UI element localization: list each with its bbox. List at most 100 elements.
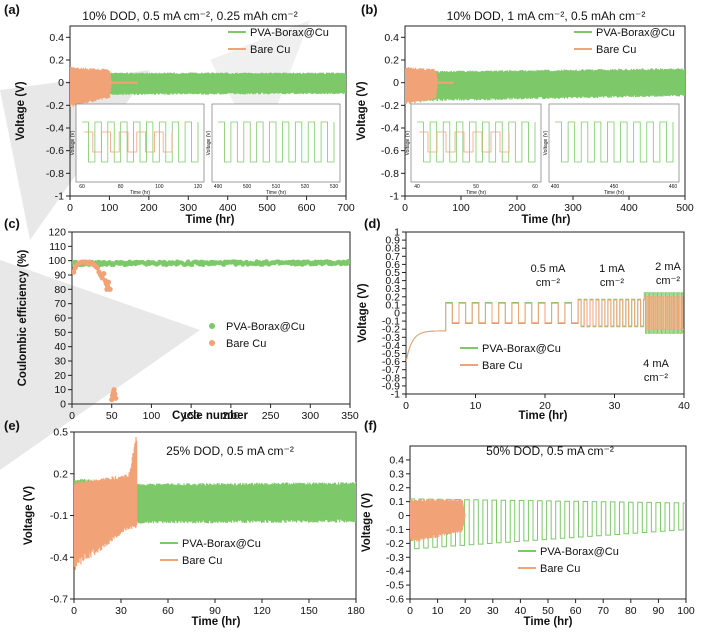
x-tick-label: 300 xyxy=(302,410,320,422)
inset-x-tick: 400 xyxy=(551,184,560,190)
y-tick-label: -0.3 xyxy=(382,332,400,344)
series-bare-cu xyxy=(406,296,684,362)
panel-label-c: (c) xyxy=(4,216,20,231)
y-axis-title: Voltage (V) xyxy=(361,493,373,552)
x-tick-label: 30 xyxy=(609,400,621,412)
y-tick-label: -0.4 xyxy=(386,566,404,578)
series-bare-cu xyxy=(410,498,466,542)
x-tick-label: 80 xyxy=(625,605,637,617)
panel-label-e: (e) xyxy=(4,418,20,433)
x-tick-label: 500 xyxy=(676,202,694,214)
y-tick-label: 60 xyxy=(54,313,66,325)
inset-x-tick: 520 xyxy=(301,184,310,190)
plot-frame-a xyxy=(69,25,347,197)
inset-a-0: 60 80 100 120 Time (hr) Voltage (V) xyxy=(70,103,205,196)
inset-y-title: Voltage (V) xyxy=(206,130,212,155)
y-tick-label: 0 xyxy=(398,510,404,522)
x-tick-label: 200 xyxy=(222,410,240,422)
point-bare-cu xyxy=(72,269,77,275)
y-tick-label: 0.5 xyxy=(53,427,68,439)
x-tick-label: 0 xyxy=(403,400,409,412)
inset-x-title: Time (hr) xyxy=(466,190,486,196)
y-tick-label: 90 xyxy=(54,270,66,282)
x-axis-title: Cycle number xyxy=(172,410,249,422)
point-pva-borax xyxy=(348,259,350,264)
inset-y-title: Voltage (V) xyxy=(70,130,76,155)
data-layer-b xyxy=(405,67,685,105)
point-bare-cu xyxy=(101,271,107,277)
x-tick-label: 400 xyxy=(219,202,237,214)
y-tick-label: -0.7 xyxy=(50,594,68,606)
y-tick-label: -0.7 xyxy=(382,364,400,376)
chart-title-e: 25% DOD, 0.5 mA cm⁻² xyxy=(166,444,294,458)
legend-label: PVA-Borax@Cu xyxy=(482,343,561,355)
y-tick-label: 110 xyxy=(49,241,66,253)
x-tick-label: 60 xyxy=(570,605,582,617)
x-tick-label: 40 xyxy=(678,400,690,412)
inset-a-1: 490 500 510 520 530 Time (hr) Voltage (V) xyxy=(206,103,341,196)
y-tick-label: 0.2 xyxy=(389,482,404,494)
y-tick-label: 0.4 xyxy=(49,32,64,44)
x-tick-label: 120 xyxy=(253,605,271,617)
inset-series-pva xyxy=(82,121,199,163)
chart-a: (a) 10% DOD, 0.5 mA cm⁻², 0.25 mAh cm⁻² 0 1… xyxy=(4,2,355,226)
y-tick-label: 0.1 xyxy=(389,496,404,508)
x-axis-title: Time (hr) xyxy=(524,616,573,628)
x-tick-label: 20 xyxy=(459,605,471,617)
y-tick-label: -0.5 xyxy=(382,348,400,360)
inset-x-tick: 490 xyxy=(214,184,223,190)
chart-d: (d)0 10 20 30 40-1-0.9-0.8-0.7-0.6-0.5-0.4-0… xyxy=(357,216,690,422)
inset-x-tick: 450 xyxy=(610,184,619,190)
legend-d: PVA-Borax@Cu Bare Cu xyxy=(460,343,561,372)
y-tick-label: -0.3 xyxy=(386,552,404,564)
y-tick-label: 50 xyxy=(54,327,66,339)
y-tick-label: -0.5 xyxy=(386,580,404,592)
x-tick-label: 300 xyxy=(180,202,198,214)
y-axis-title: Voltage (V) xyxy=(23,486,35,545)
y-axis-title: Voltage (V) xyxy=(357,283,369,342)
x-tick-label: 0 xyxy=(407,605,413,617)
x-axis-title: Time (hr) xyxy=(522,214,571,226)
x-tick-label: 300 xyxy=(564,202,582,214)
x-tick-label: 30 xyxy=(115,605,127,617)
inset-x-title: Time (hr) xyxy=(130,190,150,196)
x-tick-label: 150 xyxy=(182,410,200,422)
data-layer-a xyxy=(70,67,346,107)
inset-series-pva xyxy=(555,121,674,163)
y-tick-label: 100 xyxy=(48,255,66,267)
x-tick-label: 0 xyxy=(402,202,408,214)
y-tick-label: 0.5 xyxy=(385,267,400,279)
y-tick-label: -0.2 xyxy=(381,100,399,112)
y-tick-label: -0.8 xyxy=(382,372,400,384)
x-tick-label: 250 xyxy=(262,410,280,422)
point-bare-cu xyxy=(113,395,119,401)
annotation-text: cm⁻² xyxy=(536,277,560,289)
y-tick-label: -0.2 xyxy=(46,100,64,112)
inset-series-pva xyxy=(417,121,536,163)
chart-b: (b) 10% DOD, 1 mA cm⁻², 0.5 mAh cm⁻² 0 100 2… xyxy=(356,2,694,226)
data-layer-f xyxy=(410,498,686,550)
y-tick-label: -0.6 xyxy=(381,145,399,157)
x-axis-title: Time (hr) xyxy=(519,410,568,422)
y-tick-label: 0.2 xyxy=(53,468,68,480)
series-pva-borax xyxy=(70,71,346,99)
x-axis-title: Time (hr) xyxy=(192,616,241,628)
x-tick-label: 0 xyxy=(69,410,75,422)
data-layer-e xyxy=(74,437,356,570)
legend-b: PVA-Borax@Cu Bare Cu xyxy=(574,27,675,56)
legend-label: PVA-Borax@Cu xyxy=(250,27,329,39)
x-tick-label: 100 xyxy=(101,202,119,214)
inset-series-bare xyxy=(84,131,173,153)
chart-e: (e) 25% DOD, 0.5 mA cm⁻² 0 30 60 90 120 150 180 -… xyxy=(4,418,365,628)
point-bare-cu xyxy=(109,397,115,403)
y-tick-label: -0.2 xyxy=(386,538,404,550)
legend-label: Bare Cu xyxy=(182,555,222,567)
y-tick-label: -0.4 xyxy=(382,340,400,352)
inset-series-bare xyxy=(419,131,510,153)
legend-label: PVA-Borax@Cu xyxy=(540,546,619,558)
series-bare-cu xyxy=(405,67,454,105)
legend-c: PVA-Borax@Cu Bare Cu xyxy=(209,321,305,350)
inset-x-title: Time (hr) xyxy=(266,190,286,196)
x-tick-label: 90 xyxy=(209,605,221,617)
x-tick-label: 100 xyxy=(452,202,470,214)
